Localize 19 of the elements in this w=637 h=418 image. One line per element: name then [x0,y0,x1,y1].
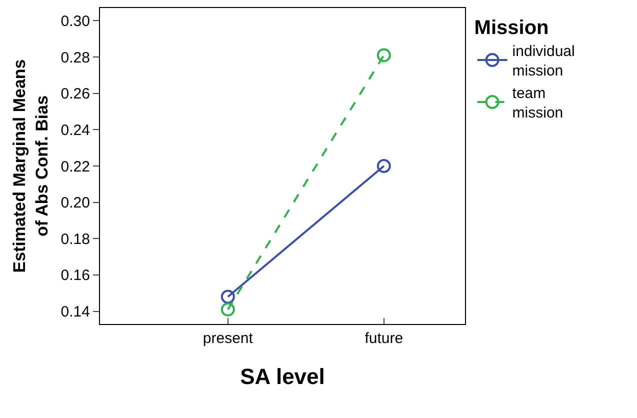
y-axis-title: Estimated Marginal Means of Abs Conf. Bias [10,59,52,273]
point [220,290,235,304]
y-tick-label: 0.24 [60,122,90,139]
y-tick-label: 0.16 [60,267,90,284]
x-tick-label: future [364,330,404,347]
y-tick-label: 0.14 [60,304,90,321]
point [376,159,391,173]
y-tick-label: 0.26 [60,86,90,103]
point [376,48,391,62]
x-axis-title: SA level [240,364,325,389]
x-tick-label: present [202,330,254,347]
y-tick-label: 0.18 [60,230,90,248]
y-tick-label: 0.30 [60,12,90,30]
point [220,302,235,316]
legend-title: Mission [474,17,549,39]
legend-label: team mission [512,85,564,122]
y-tick-label: 0.22 [60,158,90,176]
y-tick-label: 0.28 [60,49,90,66]
y-tick-label: 0.20 [60,194,90,212]
